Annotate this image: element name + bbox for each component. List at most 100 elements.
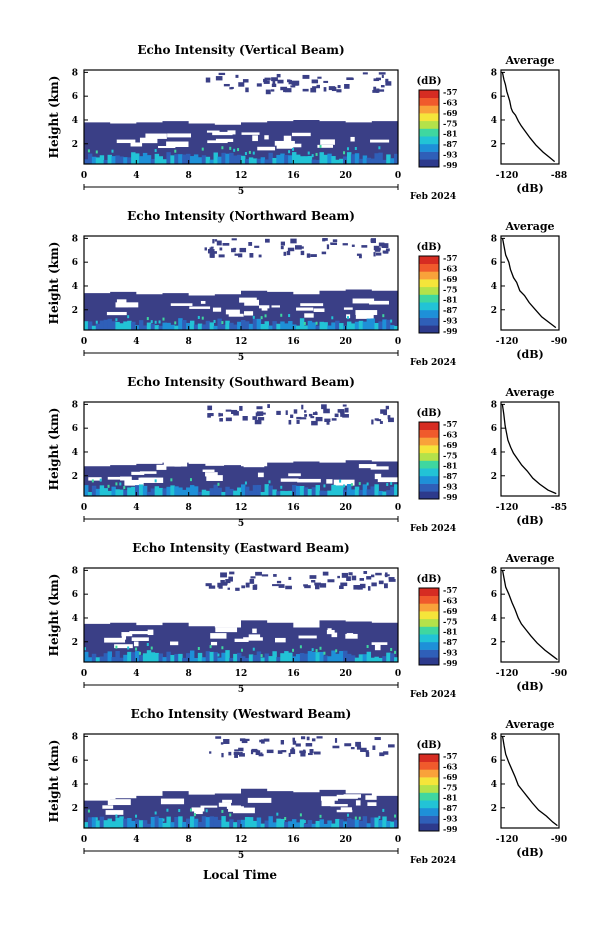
colorbar-segment	[419, 437, 439, 446]
echo-gap	[174, 462, 181, 467]
avg-x-tick-label: -120	[496, 503, 519, 513]
y-tick-label: 4	[72, 614, 78, 624]
colorbar-tick-label: -57	[443, 419, 457, 429]
upper-echo	[238, 747, 244, 752]
echo-gap	[264, 135, 269, 140]
upper-echo	[272, 584, 279, 587]
upper-echo	[309, 575, 317, 579]
surface-echo	[123, 490, 128, 496]
upper-echo	[371, 574, 375, 578]
surface-echo	[123, 818, 128, 828]
upper-echo	[234, 253, 242, 256]
y-tick-label: 4	[72, 116, 78, 126]
upper-echo	[239, 753, 245, 757]
upper-echo	[381, 243, 389, 249]
upper-echo	[251, 748, 258, 752]
x-tick-label: 8	[186, 669, 192, 679]
surface-echo	[354, 153, 360, 164]
surface-echo	[182, 320, 187, 330]
surface-echo	[260, 823, 266, 828]
colorbar-tick-label: -81	[443, 793, 457, 803]
surface-echo	[248, 323, 254, 330]
surface-echo	[260, 316, 263, 320]
surface-echo	[186, 153, 191, 164]
upper-echo	[294, 245, 302, 250]
echo-gap	[227, 130, 236, 135]
surface-echo	[311, 159, 317, 164]
upper-echo	[377, 89, 385, 92]
x-tick-label: 12	[235, 503, 248, 513]
surface-echo	[358, 820, 364, 828]
surface-echo	[378, 321, 383, 330]
upper-echo	[280, 245, 284, 250]
y-tick-label: 2	[72, 472, 78, 482]
colorbar-segment	[419, 317, 439, 326]
upper-echo	[321, 251, 327, 255]
surface-echo	[327, 153, 332, 164]
upper-echo	[344, 743, 352, 747]
surface-echo	[378, 815, 381, 819]
upper-echo	[363, 571, 368, 574]
surface-echo	[248, 654, 254, 662]
avg-y-tick-label: 2	[491, 140, 497, 150]
surface-echo	[260, 157, 266, 164]
surface-echo	[135, 647, 138, 651]
colorbar-segment	[419, 800, 439, 809]
upper-echo	[305, 743, 313, 747]
upper-echo	[242, 79, 249, 83]
surface-echo	[307, 820, 313, 828]
surface-echo	[131, 152, 136, 164]
colorbar-tick-label: -63	[443, 595, 458, 605]
surface-echo	[209, 159, 215, 164]
echo-gap	[131, 471, 145, 475]
upper-echo	[210, 246, 214, 249]
surface-echo	[284, 822, 289, 828]
echo-gap	[283, 135, 292, 142]
surface-echo	[127, 651, 132, 662]
upper-echo	[319, 583, 327, 588]
surface-echo	[260, 657, 266, 662]
surface-echo	[217, 653, 220, 657]
surface-echo	[135, 651, 140, 662]
upper-echo	[351, 575, 357, 581]
echo-gap	[215, 138, 234, 142]
surface-echo	[170, 324, 175, 330]
surface-echo	[158, 325, 163, 330]
upper-echo	[231, 248, 236, 253]
surface-echo	[272, 651, 277, 662]
surface-echo	[87, 491, 93, 496]
colorbar-segment	[419, 491, 439, 500]
surface-echo	[264, 653, 269, 662]
surface-echo	[150, 488, 156, 496]
surface-echo	[119, 657, 124, 662]
surface-echo	[111, 156, 116, 164]
upper-echo	[316, 736, 323, 739]
colorbar-segment	[419, 452, 439, 461]
upper-echo	[372, 89, 379, 93]
echo-gap	[243, 463, 265, 468]
surface-echo	[229, 657, 234, 662]
surface-echo	[386, 820, 391, 828]
surface-echo	[280, 313, 283, 317]
surface-echo	[142, 653, 148, 662]
surface-echo	[103, 488, 109, 496]
surface-echo	[150, 324, 156, 330]
surface-echo	[366, 489, 372, 496]
upper-echo	[271, 83, 277, 88]
colorbar-tick-label: -87	[443, 471, 457, 481]
upper-echo	[280, 740, 285, 745]
surface-echo	[201, 324, 207, 330]
surface-echo	[256, 158, 262, 164]
surface-echo	[189, 808, 192, 812]
surface-echo	[276, 154, 281, 164]
surface-echo	[84, 159, 89, 164]
surface-echo	[142, 485, 148, 496]
surface-echo	[315, 649, 318, 653]
surface-echo	[205, 156, 211, 164]
colorbar-tick-label: -75	[443, 118, 457, 128]
surface-echo	[127, 487, 132, 496]
surface-echo	[221, 652, 226, 662]
upper-echo	[208, 585, 216, 589]
avg-x-tick-label: -90	[551, 669, 567, 679]
upper-echo	[385, 248, 390, 252]
